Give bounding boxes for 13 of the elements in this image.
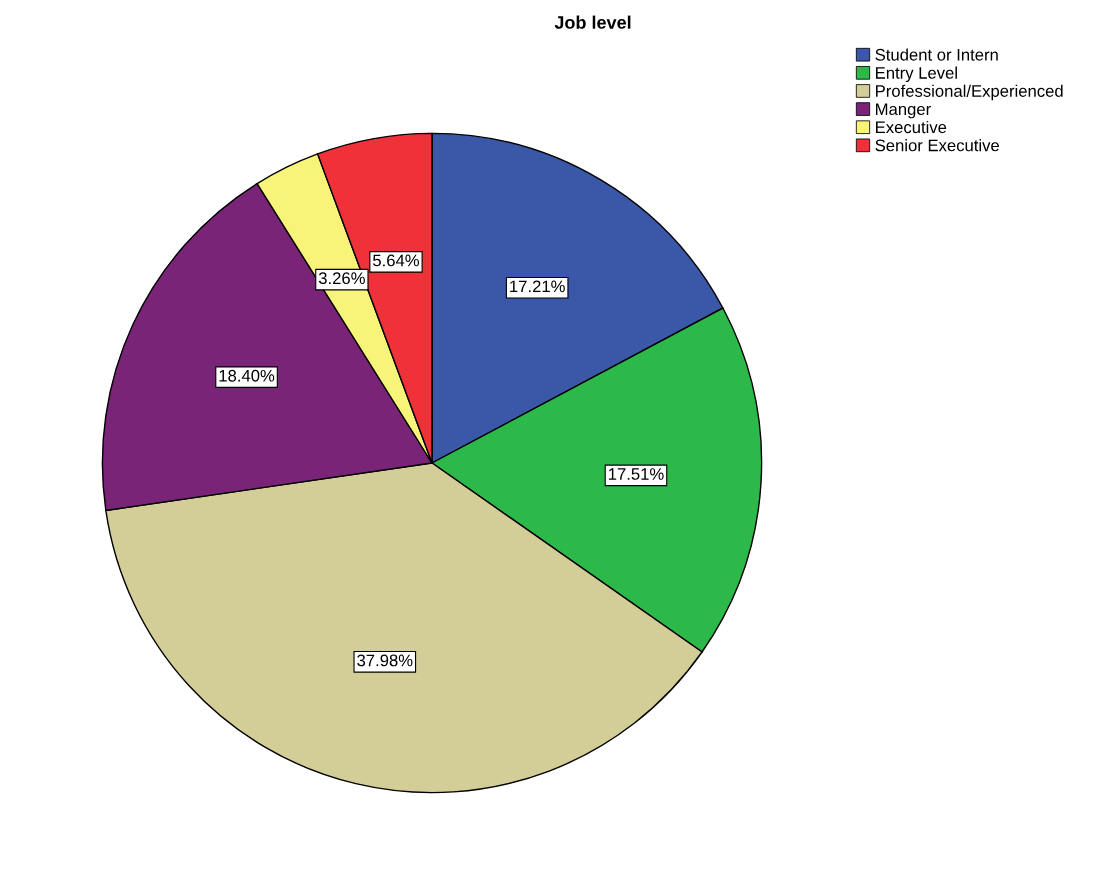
data-label: 17.51% [608,468,664,480]
data-label: 37.98% [357,654,413,667]
legend-label: Professional/Experienced [876,84,1063,101]
data-label: 18.40% [219,369,275,382]
legend-label: Student or Intern [875,48,998,61]
data-label: 5.64% [373,254,420,267]
legend-label: Executive [876,120,947,134]
legend-label: Manger [876,103,931,119]
legend-label: Senior Executive [875,139,999,152]
data-label: 17.21% [510,280,565,293]
legend-label: Entry Level [876,66,957,83]
data-label: 3.26% [318,272,365,285]
chart-title: Job level [554,15,631,29]
